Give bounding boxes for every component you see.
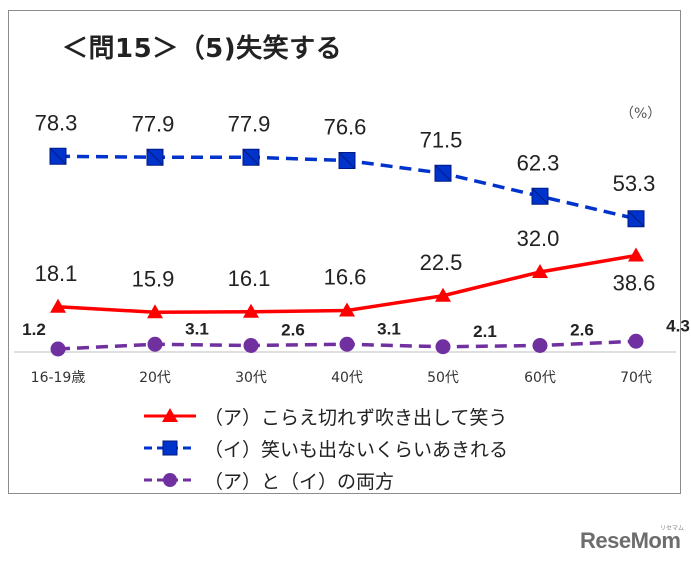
series-0 <box>50 247 644 319</box>
legend-item-series-a: （ア）こらえ切れず吹き出して笑う <box>142 400 508 432</box>
data-point <box>628 333 644 349</box>
data-point <box>532 338 548 353</box>
marker-hatch <box>531 187 549 205</box>
data-label-layer: 18.1 15.9 16.1 16.6 22.5 32.0 38.6 78.3 77.9 77.9… <box>22 110 690 341</box>
data-label: 15.9 <box>132 266 175 291</box>
legend-label: （ア）こらえ切れず吹き出して笑う <box>204 406 508 429</box>
data-label: 77.9 <box>228 111 271 136</box>
x-tick-label: 16-19歳 <box>31 370 86 386</box>
data-label: 4.3 <box>666 316 690 335</box>
data-label: 53.3 <box>613 171 656 196</box>
data-label: 16.6 <box>324 265 367 290</box>
x-tick-label: 30代 <box>235 370 267 386</box>
resemom-logo-sub: リセマム <box>660 525 685 532</box>
line-chart: 18.1 15.9 16.1 16.6 22.5 32.0 38.6 78.3 77.9 77.9… <box>14 110 690 386</box>
x-tick-layer: 16-19歳 20代 30代 40代 50代 60代 70代 <box>31 370 652 386</box>
x-tick-label: 70代 <box>620 370 652 386</box>
marker-hatch <box>627 210 645 228</box>
data-point <box>147 336 163 352</box>
data-point <box>339 336 355 352</box>
legend-swatch-triangle <box>144 408 196 422</box>
data-point <box>435 287 451 302</box>
data-label: 22.5 <box>420 250 463 275</box>
marker-hatch <box>338 152 356 169</box>
x-tick-label: 40代 <box>331 370 363 386</box>
marker-hatch <box>242 148 260 166</box>
series-2 <box>50 333 644 357</box>
data-point <box>628 247 644 262</box>
data-label: 18.1 <box>35 261 78 286</box>
resemom-logo: ReseMom <box>580 528 681 553</box>
x-tick-label: 60代 <box>524 370 556 386</box>
legend-item-series-c: （ア）と（イ）の両方 <box>142 464 508 496</box>
data-label: 38.6 <box>613 271 656 296</box>
data-point <box>147 304 163 319</box>
legend-swatch-circle <box>144 473 196 487</box>
data-point <box>532 264 548 278</box>
data-label: 2.1 <box>473 322 497 341</box>
data-label: 3.1 <box>185 319 209 338</box>
legend: （ア）こらえ切れず吹き出して笑う （イ）笑いも出ないくらいあきれる （ア）と（イ… <box>142 400 508 496</box>
series-1 <box>49 147 645 228</box>
series-layer <box>49 147 645 357</box>
data-label: 77.9 <box>132 111 175 136</box>
data-label: 62.3 <box>517 150 560 175</box>
data-point <box>243 303 259 318</box>
data-label: 3.1 <box>377 319 401 338</box>
x-tick-label: 20代 <box>139 370 171 386</box>
data-label: 2.6 <box>281 321 305 340</box>
unit-label: （%） <box>620 106 662 122</box>
data-label: 32.0 <box>517 226 560 251</box>
data-label: 16.1 <box>228 266 271 291</box>
marker-hatch <box>49 147 67 165</box>
data-label: 1.2 <box>22 320 46 339</box>
data-label: 71.5 <box>420 127 463 152</box>
legend-swatch-square <box>144 440 196 456</box>
legend-item-series-b: （イ）笑いも出ないくらいあきれる <box>142 432 508 464</box>
data-point <box>243 338 259 353</box>
data-label: 78.3 <box>35 110 78 135</box>
data-label: 76.6 <box>324 115 367 140</box>
chart-frame <box>8 10 681 494</box>
legend-label: （イ）笑いも出ないくらいあきれる <box>204 438 509 461</box>
marker-hatch <box>146 148 164 166</box>
data-point <box>50 341 66 357</box>
data-label: 2.6 <box>570 321 594 340</box>
data-point <box>50 298 66 313</box>
marker-hatch <box>434 164 452 182</box>
chart-title: ＜問15＞（5)失笑する <box>62 34 343 64</box>
legend-label: （ア）と（イ）の両方 <box>204 470 395 493</box>
data-point <box>339 302 355 317</box>
x-tick-label: 50代 <box>427 370 459 386</box>
data-point <box>435 339 451 355</box>
